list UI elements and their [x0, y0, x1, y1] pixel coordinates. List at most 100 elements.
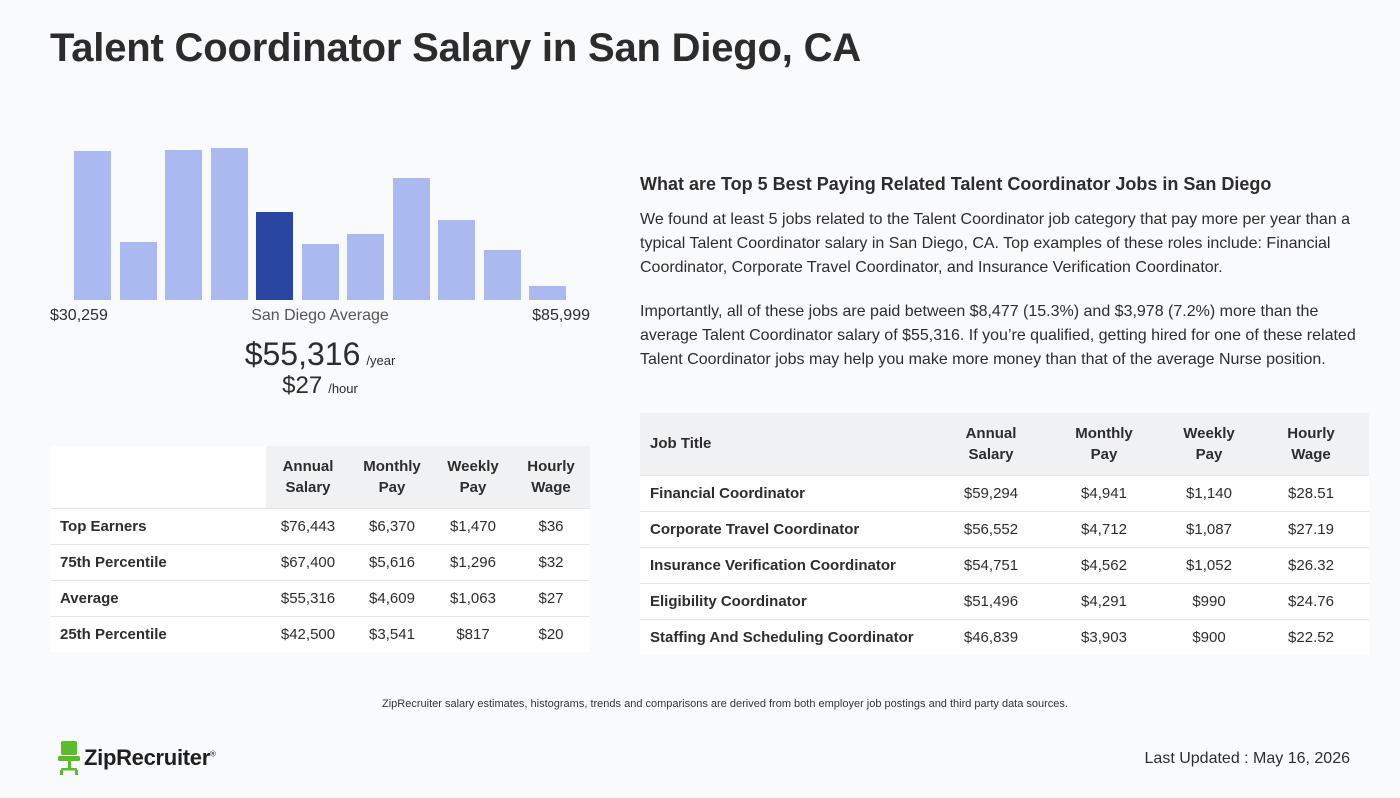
table-row: Staffing And Scheduling Coordinator $46,… [640, 618, 1369, 655]
histogram-bar-average [256, 212, 293, 300]
related-jobs-table: Job Title Annual Salary Monthly Pay Weekly… [640, 413, 1369, 655]
hourly-cell: $27 [512, 579, 590, 616]
job-title-cell: Staffing And Scheduling Coordinator [640, 618, 939, 655]
hourly-cell: $26.32 [1253, 546, 1369, 583]
annual-cell: $67,400 [266, 543, 350, 580]
table-header-weekly: Weekly Pay [434, 446, 512, 508]
average-yearly-unit: /year [366, 353, 396, 368]
header-line: Hourly [1287, 424, 1335, 442]
average-hourly: $27/hour [50, 372, 590, 400]
table-header-job-title: Job Title [640, 413, 939, 475]
monthly-cell: $4,712 [1043, 510, 1165, 547]
average-hourly-unit: /hour [328, 381, 358, 396]
disclaimer-text: ZipRecruiter salary estimates, histogram… [382, 698, 1068, 710]
weekly-cell: $1,087 [1165, 510, 1253, 547]
table-row: Corporate Travel Coordinator $56,552 $4,… [640, 510, 1369, 547]
annual-cell: $56,552 [939, 510, 1043, 547]
header-line: Salary [968, 445, 1014, 463]
header-line: Weekly [1183, 424, 1235, 442]
monthly-cell: $4,562 [1043, 546, 1165, 583]
hourly-cell: $27.19 [1253, 510, 1369, 547]
histogram-min-label: $30,259 [50, 307, 108, 324]
annual-cell: $54,751 [939, 546, 1043, 583]
related-jobs-paragraph-1: We found at least 5 jobs related to the … [640, 211, 1351, 276]
job-title-cell: Eligibility Coordinator [640, 582, 939, 619]
percentile-table: Annual Salary Monthly Pay Weekly Pay Hourly… [50, 446, 590, 652]
average-hourly-value: $27 [282, 372, 323, 399]
logo-text: ZipRecruiter® [84, 745, 216, 771]
average-yearly-value: $55,316 [244, 336, 361, 372]
histogram-bar [210, 148, 248, 300]
monthly-cell: $3,903 [1043, 618, 1165, 655]
table-header-hourly: Hourly Wage [1253, 413, 1369, 475]
header-line: Wage [531, 478, 571, 496]
row-label: Average [50, 579, 266, 616]
hourly-cell: $36 [512, 507, 590, 544]
annual-cell: $59,294 [939, 474, 1043, 511]
weekly-cell: $1,296 [434, 543, 512, 580]
header-line: Wage [1291, 445, 1331, 463]
header-line: Monthly [363, 457, 421, 475]
annual-cell: $46,839 [939, 618, 1043, 655]
weekly-cell: $817 [434, 615, 512, 652]
monthly-cell: $6,370 [350, 507, 434, 544]
row-label: 25th Percentile [50, 615, 266, 652]
table-header-monthly: Monthly Pay [1043, 413, 1165, 475]
annual-cell: $51,496 [939, 582, 1043, 619]
last-updated: Last Updated : May 16, 2026 [1144, 750, 1350, 767]
weekly-cell: $1,063 [434, 579, 512, 616]
ziprecruiter-logo[interactable]: ZipRecruiter® [58, 740, 216, 776]
monthly-cell: $5,616 [350, 543, 434, 580]
header-line: Pay [378, 478, 406, 496]
header-line: Hourly [527, 457, 575, 475]
weekly-cell: $1,052 [1165, 546, 1253, 583]
job-title-cell: Financial Coordinator [640, 474, 939, 511]
page-title: Talent Coordinator Salary in San Diego, … [50, 26, 861, 70]
annual-cell: $42,500 [266, 615, 350, 652]
table-row: Top Earners $76,443 $6,370 $1,470 $36 [50, 507, 590, 544]
hourly-cell: $24.76 [1253, 582, 1369, 619]
histogram-average-label: San Diego Average [251, 307, 389, 324]
histogram-bar [119, 242, 157, 300]
salary-histogram [50, 140, 590, 300]
histogram-bar [301, 244, 339, 300]
histogram-bar [483, 250, 521, 300]
average-yearly: $55,316/year [50, 336, 590, 373]
monthly-cell: $4,291 [1043, 582, 1165, 619]
hourly-cell: $32 [512, 543, 590, 580]
row-label: 75th Percentile [50, 543, 266, 580]
table-row: Insurance Verification Coordinator $54,7… [640, 546, 1369, 583]
histogram-max-label: $85,999 [532, 307, 590, 324]
weekly-cell: $900 [1165, 618, 1253, 655]
table-row: 75th Percentile $67,400 $5,616 $1,296 $3… [50, 543, 590, 580]
annual-cell: $55,316 [266, 579, 350, 616]
table-header-annual: Annual Salary [939, 413, 1043, 475]
table-header-monthly: Monthly Pay [350, 446, 434, 508]
table-row: Eligibility Coordinator $51,496 $4,291 $… [640, 582, 1369, 619]
histogram-bar [74, 151, 111, 300]
hourly-cell: $22.52 [1253, 618, 1369, 655]
histogram-bar [165, 150, 202, 300]
header-line: Pay [459, 478, 487, 496]
hourly-cell: $20 [512, 615, 590, 652]
monthly-cell: $4,941 [1043, 474, 1165, 511]
histogram-bar [529, 286, 566, 300]
weekly-cell: $1,140 [1165, 474, 1253, 511]
related-jobs-heading: What are Top 5 Best Paying Related Talen… [640, 174, 1272, 194]
weekly-cell: $1,470 [434, 507, 512, 544]
table-header-row: Job Title Annual Salary Monthly Pay Weekly… [640, 413, 1369, 475]
monthly-cell: $4,609 [350, 579, 434, 616]
job-title-cell: Corporate Travel Coordinator [640, 510, 939, 547]
table-header-hourly: Hourly Wage [512, 446, 590, 508]
header-line: Annual [965, 424, 1017, 442]
logo-wordmark: ZipRecruiter [84, 745, 210, 770]
header-line: Salary [285, 478, 331, 496]
annual-cell: $76,443 [266, 507, 350, 544]
monthly-cell: $3,541 [350, 615, 434, 652]
job-title-cell: Insurance Verification Coordinator [640, 546, 939, 583]
table-row: Financial Coordinator $59,294 $4,941 $1,… [640, 474, 1369, 511]
hourly-cell: $28.51 [1253, 474, 1369, 511]
table-header-annual: Annual Salary [266, 446, 350, 508]
related-jobs-paragraph-2: Importantly, all of these jobs are paid … [640, 303, 1356, 368]
